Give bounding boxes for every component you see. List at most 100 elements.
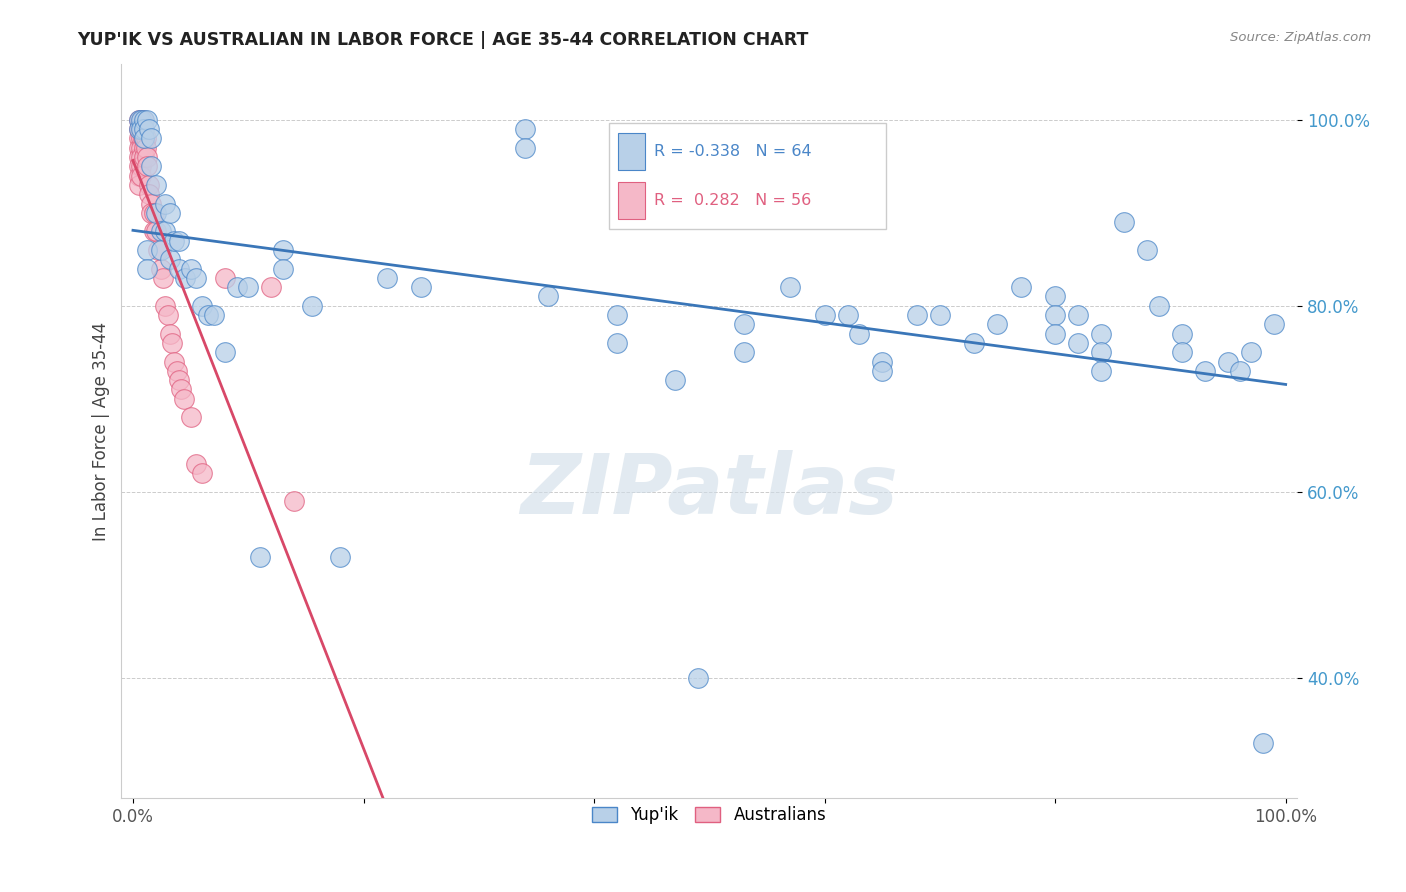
Point [186, 457, 208, 471]
Point [301, 299, 323, 313]
Point [167, 373, 190, 387]
Point [159, 206, 181, 220]
Point [163, 354, 186, 368]
Point [606, 308, 628, 322]
Point [128, 131, 150, 145]
Point [905, 308, 928, 322]
Point [135, 159, 157, 173]
Point [134, 131, 156, 145]
Point [135, 141, 157, 155]
Point [1251, 736, 1274, 750]
Point [129, 112, 152, 127]
Point [173, 392, 195, 406]
Point [145, 224, 167, 238]
Point [159, 252, 181, 267]
Point [191, 466, 214, 480]
Point [1229, 364, 1251, 378]
Point [191, 299, 214, 313]
Point [1043, 308, 1066, 322]
Y-axis label: In Labor Force | Age 35-44: In Labor Force | Age 35-44 [93, 322, 110, 541]
Point [180, 261, 202, 276]
Point [138, 187, 160, 202]
Point [963, 335, 986, 350]
Point [128, 169, 150, 183]
Point [128, 112, 150, 127]
Point [128, 150, 150, 164]
Point [134, 122, 156, 136]
Point [848, 326, 870, 341]
Point [271, 243, 294, 257]
Point [135, 150, 157, 164]
Point [1263, 318, 1285, 332]
Point [513, 141, 536, 155]
Point [1067, 335, 1090, 350]
Point [141, 131, 163, 145]
Point [167, 261, 190, 276]
Point [260, 280, 283, 294]
Point [129, 141, 152, 155]
Point [537, 289, 560, 303]
Point [138, 122, 160, 136]
Point [128, 178, 150, 192]
Point [145, 206, 167, 220]
Point [149, 224, 172, 238]
Point [733, 345, 755, 359]
Point [129, 122, 152, 136]
Point [1114, 215, 1136, 229]
Point [1090, 345, 1112, 359]
Point [1067, 308, 1090, 322]
Point [135, 261, 157, 276]
Point [283, 494, 305, 508]
Point [142, 206, 165, 220]
Point [152, 271, 174, 285]
Point [155, 196, 177, 211]
Point [155, 299, 177, 313]
Point [1090, 364, 1112, 378]
Point [129, 122, 152, 136]
Point [870, 354, 893, 368]
Point [1090, 326, 1112, 341]
Point [1240, 345, 1263, 359]
Point [329, 549, 352, 564]
Point [238, 280, 260, 294]
Point [135, 243, 157, 257]
Point [928, 308, 950, 322]
Point [129, 131, 152, 145]
Point [813, 308, 835, 322]
Point [1010, 280, 1032, 294]
Point [513, 122, 536, 136]
Point [141, 206, 163, 220]
Point [1171, 345, 1194, 359]
Point [156, 308, 179, 322]
Point [128, 122, 150, 136]
Point [870, 364, 893, 378]
Point [1147, 299, 1170, 313]
Point [134, 112, 156, 127]
Point [271, 261, 294, 276]
Point [141, 159, 163, 173]
Point [128, 141, 150, 155]
Point [135, 112, 157, 127]
Text: YUP'IK VS AUSTRALIAN IN LABOR FORCE | AGE 35-44 CORRELATION CHART: YUP'IK VS AUSTRALIAN IN LABOR FORCE | AG… [77, 31, 808, 49]
Point [129, 169, 152, 183]
Point [986, 318, 1008, 332]
Point [155, 224, 177, 238]
Point [160, 335, 183, 350]
Point [166, 364, 188, 378]
Point [202, 308, 225, 322]
Point [134, 131, 156, 145]
Point [128, 159, 150, 173]
Point [129, 150, 152, 164]
Point [159, 326, 181, 341]
Point [129, 159, 152, 173]
Point [1043, 289, 1066, 303]
Point [134, 141, 156, 155]
Point [138, 178, 160, 192]
Point [733, 318, 755, 332]
Legend: Yup'ik, Australians: Yup'ik, Australians [585, 799, 834, 830]
Point [664, 373, 686, 387]
Point [197, 308, 219, 322]
Point [132, 122, 155, 136]
Point [145, 178, 167, 192]
Point [837, 308, 859, 322]
